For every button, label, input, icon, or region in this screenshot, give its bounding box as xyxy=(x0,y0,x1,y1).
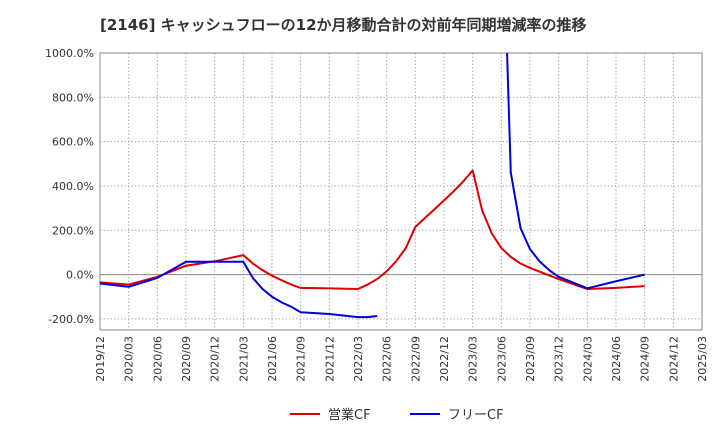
series-line-2 xyxy=(100,53,645,319)
x-tick-label: 2021/09 xyxy=(295,336,308,382)
x-tick-label: 2024/03 xyxy=(581,336,594,382)
x-tick-label: 2020/06 xyxy=(151,336,164,382)
x-tick-label: 2022/12 xyxy=(438,336,451,382)
grid xyxy=(100,52,702,330)
x-tick-label: 2019/12 xyxy=(94,336,107,382)
chart-title: [2146] キャッシュフローの12か月移動合計の対前年同期増減率の推移 xyxy=(100,16,587,34)
y-tick-label: 200.0% xyxy=(52,224,94,237)
x-tick-label: 2023/03 xyxy=(467,336,480,382)
x-tick-labels: 2019/12 2020/03 2020/06 2020/09 2020/12 2021/… xyxy=(94,336,709,382)
x-tick-label: 2022/03 xyxy=(352,336,365,382)
axes xyxy=(99,52,703,331)
x-tick-label: 2025/03 xyxy=(696,336,709,382)
legend: 営業CF フリーCF xyxy=(290,407,504,423)
x-tick-label: 2022/09 xyxy=(409,336,422,382)
plot-area xyxy=(99,52,703,331)
x-tick-label: 2021/06 xyxy=(266,336,279,382)
x-tick-label: 2021/03 xyxy=(237,336,250,382)
legend-label-2: フリーCF xyxy=(448,408,504,423)
y-tick-label: -200.0% xyxy=(48,313,94,326)
x-tick-label: 2023/12 xyxy=(553,336,566,382)
x-tick-label: 2021/12 xyxy=(323,336,336,382)
x-tick-label: 2024/09 xyxy=(639,336,652,382)
legend-label-1: 営業CF xyxy=(328,407,371,423)
series-line-1 xyxy=(100,169,645,290)
x-tick-label: 2022/06 xyxy=(381,336,394,382)
series-lines xyxy=(100,53,645,319)
x-tick-label: 2024/12 xyxy=(667,336,680,382)
y-tick-label: 400.0% xyxy=(52,180,94,193)
x-tick-label: 2020/09 xyxy=(180,336,193,382)
y-tick-label: 800.0% xyxy=(52,91,94,104)
y-tick-label: 0.0% xyxy=(66,269,94,282)
x-tick-label: 2024/06 xyxy=(610,336,623,382)
x-tick-label: 2023/09 xyxy=(524,336,537,382)
x-tick-label: 2020/03 xyxy=(123,336,136,382)
y-tick-label: 600.0% xyxy=(52,136,94,149)
x-tick-label: 2023/06 xyxy=(495,336,508,382)
y-tick-labels: -200.0% 0.0% 200.0% 400.0% 600.0% 800.0% 1000.… xyxy=(45,47,94,326)
x-tick-label: 2020/12 xyxy=(209,336,222,382)
y-tick-label: 1000.0% xyxy=(45,47,94,60)
